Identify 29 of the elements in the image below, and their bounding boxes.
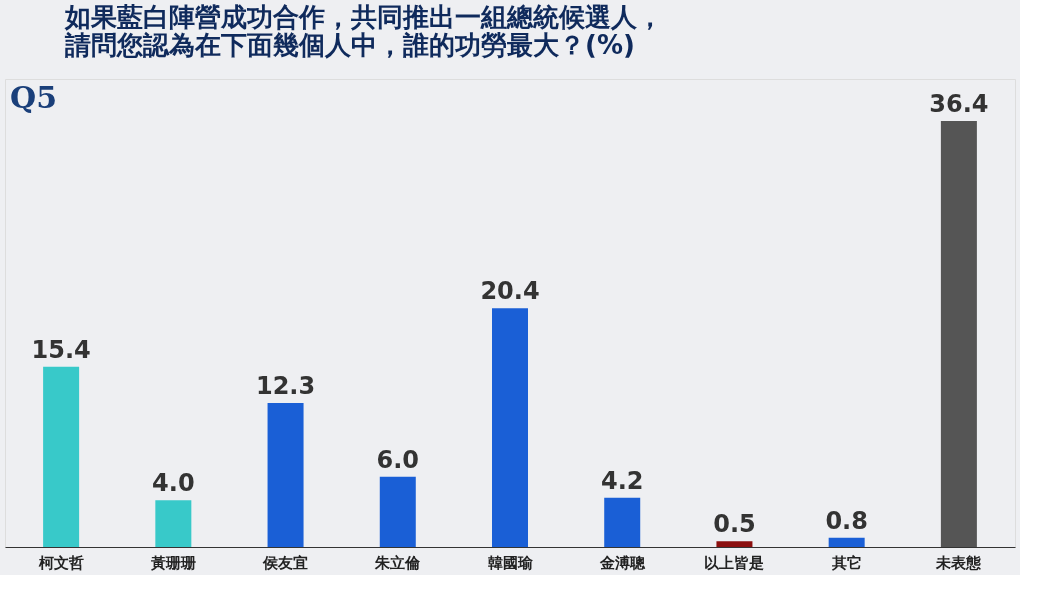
chart-title: 如果藍白陣營成功合作，共同推出一組總統候選人，請問您認為在下面幾個人中，誰的功勞最大？(%) bbox=[64, 2, 663, 60]
data-label: 0.8 bbox=[825, 506, 868, 535]
bar bbox=[716, 541, 753, 547]
x-tick-label: 未表態 bbox=[935, 553, 983, 572]
bar bbox=[43, 366, 80, 547]
data-label: 6.0 bbox=[376, 445, 420, 474]
x-tick-label: 韓國瑜 bbox=[487, 553, 534, 572]
x-tick-label: 金溥聰 bbox=[598, 553, 646, 572]
data-label: 36.4 bbox=[929, 90, 989, 119]
bar bbox=[155, 500, 192, 547]
data-label: 15.4 bbox=[31, 335, 91, 364]
data-label: 20.4 bbox=[480, 277, 540, 306]
x-tick-label: 以上皆是 bbox=[704, 553, 765, 572]
x-tick-label: 侯友宜 bbox=[262, 553, 309, 572]
data-label: 12.3 bbox=[255, 372, 316, 401]
x-tick-label: 其它 bbox=[830, 553, 862, 572]
bar bbox=[267, 403, 304, 547]
x-tick-label: 柯文哲 bbox=[37, 553, 84, 572]
bar bbox=[828, 537, 865, 547]
x-tick-label: 朱立倫 bbox=[374, 553, 422, 572]
data-label: 0.5 bbox=[713, 510, 756, 539]
bar bbox=[940, 121, 977, 547]
bar bbox=[379, 476, 416, 547]
data-label: 4.2 bbox=[600, 466, 644, 495]
bar bbox=[604, 497, 641, 547]
x-tick-label: 黃珊珊 bbox=[149, 553, 196, 572]
text: Q5 bbox=[10, 80, 58, 115]
bar bbox=[492, 308, 528, 547]
data-label: 4.0 bbox=[152, 469, 195, 498]
